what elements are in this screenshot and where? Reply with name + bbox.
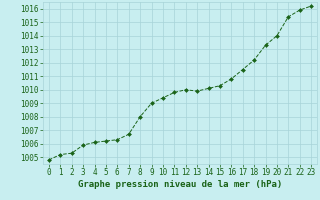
X-axis label: Graphe pression niveau de la mer (hPa): Graphe pression niveau de la mer (hPa) [78,180,282,189]
